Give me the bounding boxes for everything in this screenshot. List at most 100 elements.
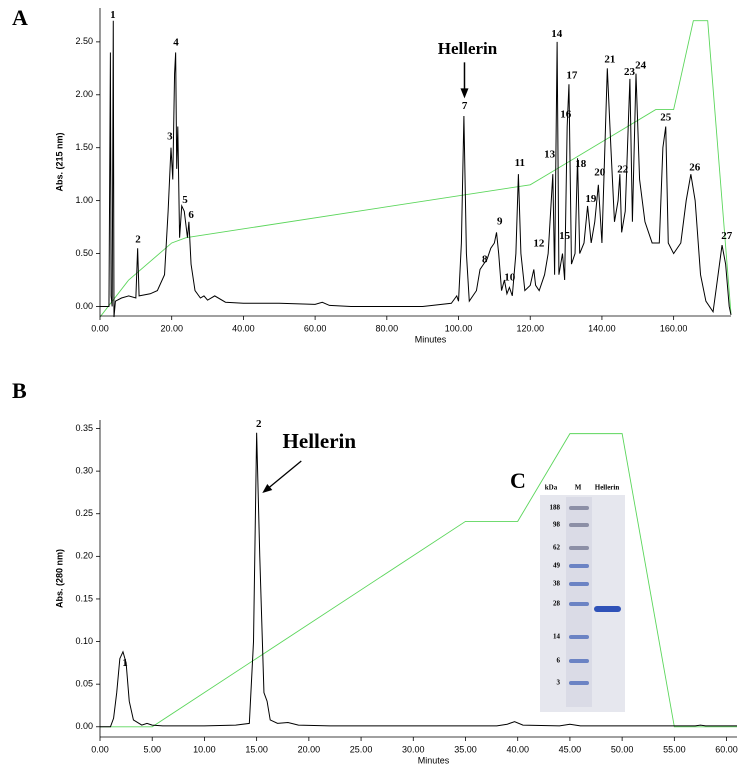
y-tick-label: 1.50	[75, 142, 93, 152]
gel-column-label: Hellerin	[595, 484, 620, 492]
peak-label: 9	[497, 215, 503, 227]
x-tick-label: 50.00	[611, 744, 634, 754]
trace	[99, 20, 732, 318]
x-tick-label: 20.00	[298, 744, 321, 754]
y-tick-label: 1.00	[75, 195, 93, 205]
arrow-head	[262, 484, 273, 494]
peak-label: 17	[566, 69, 578, 81]
peak-label: 22	[617, 163, 629, 175]
peak-label: 3	[167, 131, 173, 143]
panel-label: B	[12, 378, 27, 403]
x-tick-label: 80.00	[376, 323, 399, 333]
x-tick-label: 30.00	[402, 744, 425, 754]
panel-label: C	[510, 468, 526, 493]
marker-band	[569, 681, 589, 685]
x-tick-label: 55.00	[663, 744, 686, 754]
peak-label: 23	[624, 66, 636, 78]
y-tick-label: 0.00	[75, 301, 93, 311]
marker-label: 49	[553, 562, 561, 570]
marker-band	[569, 546, 589, 550]
marker-label: 6	[557, 657, 561, 665]
peak-label: 19	[585, 193, 597, 205]
trace	[100, 433, 737, 728]
y-tick-label: 0.15	[75, 593, 93, 603]
marker-band	[569, 635, 589, 639]
peak-label: 6	[188, 209, 194, 221]
y-tick-label: 0.05	[75, 679, 93, 689]
y-tick-label: 0.00	[75, 721, 93, 731]
peak-label: 26	[689, 161, 701, 173]
peak-label: 20	[594, 167, 606, 179]
peak-label: 7	[462, 100, 468, 112]
peak-label: 2	[256, 418, 262, 430]
x-tick-label: 60.00	[715, 744, 738, 754]
peak-label: 8	[482, 253, 488, 265]
peak-label: 27	[721, 230, 733, 242]
annotation: Hellerin	[438, 39, 498, 58]
marker-label: 14	[553, 633, 561, 641]
x-tick-label: 40.00	[232, 323, 255, 333]
y-tick-label: 0.20	[75, 551, 93, 561]
peak-label: 13	[544, 149, 556, 161]
peak-label: 24	[635, 60, 647, 72]
peak-label: 4	[173, 36, 179, 48]
peak-label: 18	[575, 158, 587, 170]
marker-label: 38	[553, 580, 561, 588]
marker-band	[569, 602, 589, 606]
peak-label: 2	[135, 233, 141, 245]
marker-band	[569, 523, 589, 527]
peak-label: 15	[559, 230, 571, 242]
annotation: Hellerin	[283, 429, 357, 453]
y-axis-title: Abs. (280 nm)	[54, 549, 64, 608]
gel-column-label: M	[575, 484, 582, 492]
x-tick-label: 60.00	[304, 323, 327, 333]
marker-band	[569, 564, 589, 568]
x-tick-label: 5.00	[143, 744, 161, 754]
y-tick-label: 0.35	[75, 423, 93, 433]
y-tick-label: 0.10	[75, 636, 93, 646]
peak-label: 16	[560, 108, 572, 120]
x-axis-title: Minutes	[415, 334, 447, 344]
arrow-head	[460, 88, 469, 99]
trace	[100, 20, 732, 318]
marker-label: 98	[553, 521, 561, 529]
x-tick-label: 10.00	[193, 744, 216, 754]
x-tick-label: 100.00	[445, 323, 473, 333]
marker-label: 62	[553, 544, 561, 552]
peak-label: 11	[515, 157, 525, 169]
gel-column-label: kDa	[545, 484, 558, 492]
y-tick-label: 0.30	[75, 466, 93, 476]
peak-label: 12	[533, 238, 545, 250]
marker-band	[569, 659, 589, 663]
x-tick-label: 20.00	[160, 323, 183, 333]
peak-label: 14	[551, 28, 563, 40]
x-tick-label: 0.00	[91, 744, 109, 754]
panel-label: A	[12, 5, 28, 30]
x-tick-label: 35.00	[454, 744, 477, 754]
arrow	[266, 460, 302, 490]
trace	[100, 432, 737, 728]
marker-band	[569, 582, 589, 586]
y-tick-label: 0.25	[75, 508, 93, 518]
peak-label: 1	[122, 657, 128, 669]
x-tick-label: 15.00	[245, 744, 268, 754]
x-tick-label: 120.00	[516, 323, 544, 333]
peak-label: 21	[604, 53, 615, 65]
y-tick-label: 0.50	[75, 248, 93, 258]
peak-label: 5	[182, 194, 188, 206]
y-axis-title: Abs. (215 nm)	[54, 132, 64, 191]
x-tick-label: 40.00	[506, 744, 529, 754]
y-tick-label: 2.50	[75, 36, 93, 46]
x-tick-label: 0.00	[91, 323, 109, 333]
x-tick-label: 160.00	[660, 323, 688, 333]
sample-band	[594, 606, 621, 612]
peak-label: 10	[504, 271, 516, 283]
x-tick-label: 140.00	[588, 323, 616, 333]
x-axis-title: Minutes	[418, 755, 450, 765]
x-tick-label: 45.00	[559, 744, 582, 754]
x-tick-label: 25.00	[350, 744, 373, 754]
peak-label: 25	[660, 112, 672, 124]
marker-label: 188	[550, 504, 561, 512]
marker-label: 3	[557, 679, 561, 687]
